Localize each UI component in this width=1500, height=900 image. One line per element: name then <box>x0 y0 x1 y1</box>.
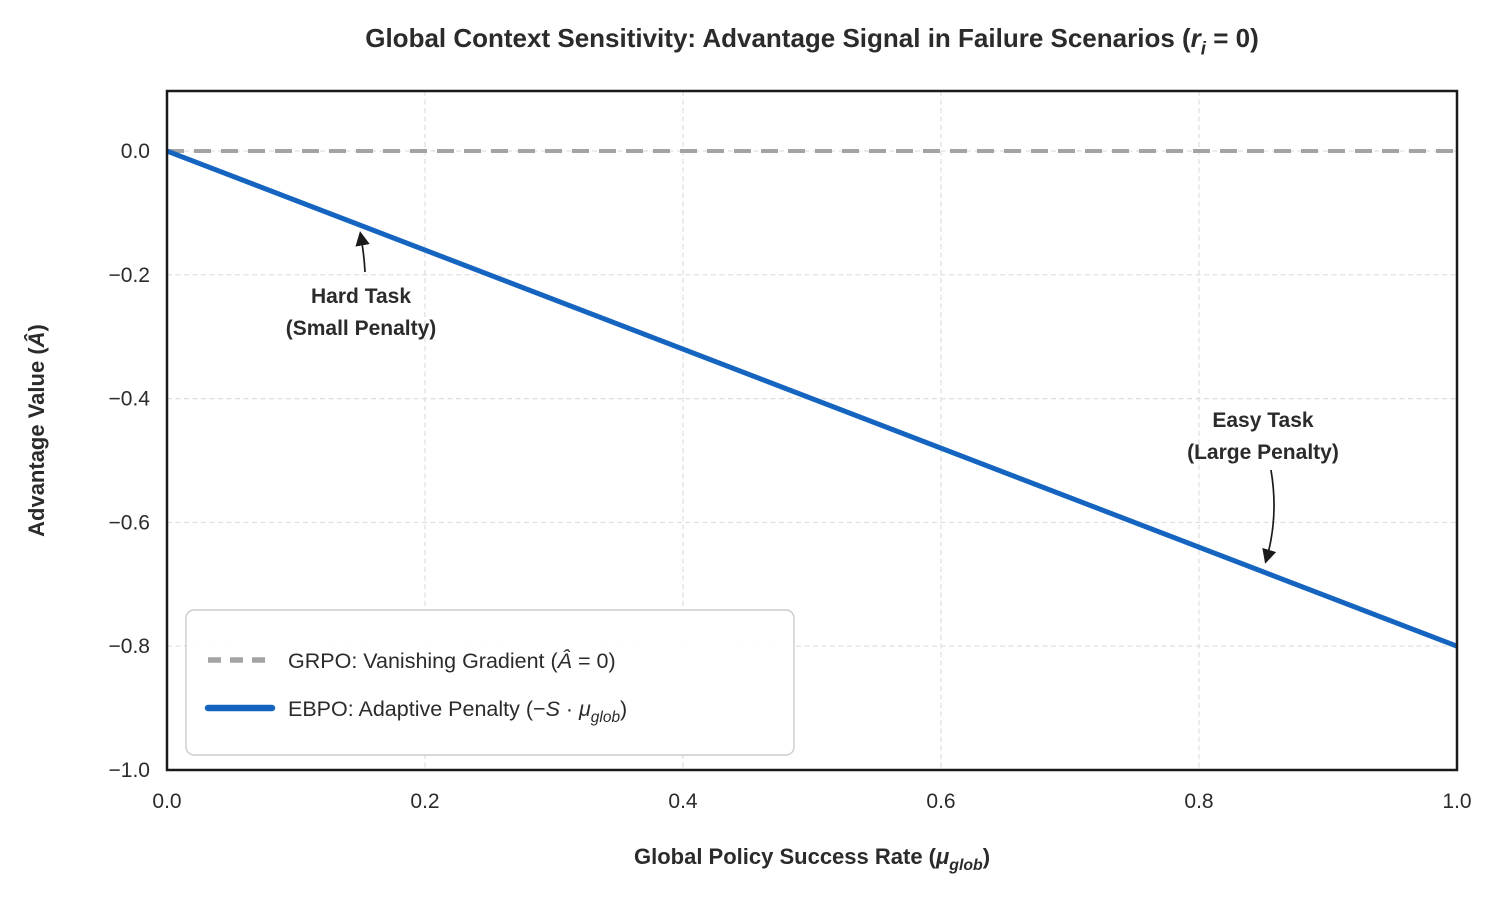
text-part: EBPO: Adaptive Penalty (− <box>288 697 546 721</box>
text-part: glob <box>591 709 621 726</box>
legend-label-grpo: GRPO: Vanishing Gradient (Â = 0) <box>288 648 616 673</box>
annotation-text-easy-task: Easy Task <box>1212 409 1314 432</box>
series-group <box>166 148 1458 649</box>
annotations-group: Hard Task (Small Penalty) Easy Task (Large … <box>286 231 1339 564</box>
text-part: glob <box>948 857 983 874</box>
text-part: S <box>546 697 561 721</box>
y-tick-label: −1.0 <box>109 759 150 782</box>
text-part: · <box>560 697 579 721</box>
y-axis-label: Advantage Value (Â) <box>24 324 49 537</box>
text-part: = 0) <box>1206 23 1259 53</box>
x-axis-label: Global Policy Success Rate (μglob) <box>634 844 990 874</box>
annotation-text-hard-task: (Small Penalty) <box>286 317 437 340</box>
y-tick-label: −0.6 <box>109 511 150 534</box>
text-part: ) <box>983 844 990 869</box>
text-part: ) <box>620 697 627 721</box>
annotation-text-easy-task: (Large Penalty) <box>1187 441 1339 464</box>
x-tick-label: 1.0 <box>1442 790 1471 813</box>
legend-box <box>185 609 795 756</box>
x-tick-label: 0.6 <box>926 790 955 813</box>
y-tick-label: 0.0 <box>121 140 150 163</box>
annotation-arrow-hard-task <box>355 231 370 273</box>
y-tick-label: −0.4 <box>109 388 151 411</box>
text-part: Global Context Sensitivity: Advantage Si… <box>365 23 1191 53</box>
text-part: = 0) <box>572 649 616 673</box>
x-tick-label: 0.4 <box>668 790 698 813</box>
text-part: μ <box>935 844 949 869</box>
text-part: Global Policy Success Rate ( <box>634 844 937 869</box>
x-tick-label: 0.8 <box>1184 790 1213 813</box>
y-tick-label: −0.2 <box>109 264 150 287</box>
text-part: Â <box>24 331 49 348</box>
y-tick-label: −0.8 <box>109 635 150 658</box>
legend-label-ebpo: EBPO: Adaptive Penalty (−S · μglob) <box>288 697 627 726</box>
text-part: r <box>1191 23 1203 53</box>
annotation-text-hard-task: Hard Task <box>311 285 411 308</box>
text-part: Â <box>557 648 572 673</box>
series-ebpo-line <box>166 148 1458 649</box>
text-part: i <box>1201 37 1207 58</box>
text-part: ) <box>24 324 49 331</box>
text-part: μ <box>578 697 591 721</box>
x-tick-label: 0.2 <box>410 790 439 813</box>
plot-frame <box>165 89 1459 772</box>
text-part: GRPO: Vanishing Gradient ( <box>288 649 559 673</box>
annotation-arrow-easy-task <box>1262 469 1277 564</box>
text-part: Advantage Value ( <box>24 347 49 537</box>
tick-labels-group: 0.0 0.2 0.4 0.6 0.8 1.0 0.0 −0.2 −0.4 −0.6 −0.8 −1.… <box>109 140 1472 813</box>
legend: GRPO: Vanishing Gradient (Â = 0) EBPO: Ad… <box>185 609 795 756</box>
x-tick-label: 0.0 <box>152 790 181 813</box>
chart-title: Global Context Sensitivity: Advantage Si… <box>365 23 1259 58</box>
